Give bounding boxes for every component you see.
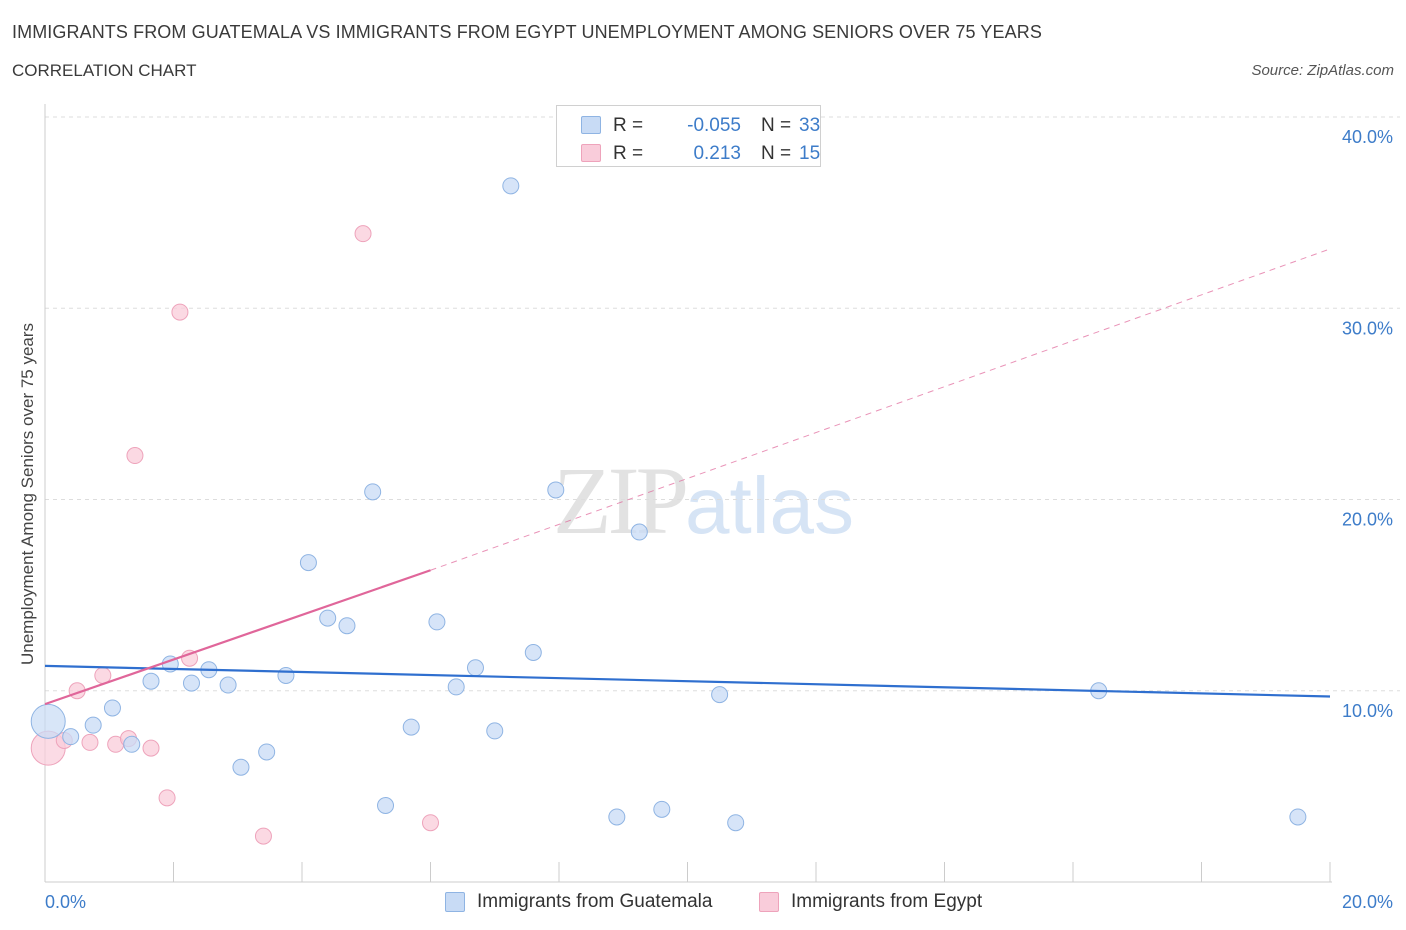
legend-swatch-guatemala (445, 892, 465, 912)
point-guatemala (232, 758, 250, 776)
x-tick-label-min: 0.0% (45, 892, 86, 912)
point-guatemala (277, 666, 295, 684)
point-guatemala (524, 644, 542, 661)
source-label: Source: ZipAtlas.com (1251, 62, 1394, 79)
point-guatemala (547, 481, 565, 499)
point-guatemala (653, 800, 671, 818)
point-guatemala (62, 728, 80, 746)
x-tick-label-max: 20.0% (1342, 892, 1393, 912)
point-guatemala (123, 735, 141, 753)
point-guatemala (502, 177, 520, 195)
point-guatemala (338, 617, 356, 635)
n-value-guatemala: 33 (799, 115, 821, 136)
n-label: N = (761, 143, 792, 164)
point-egypt (126, 447, 144, 465)
point-guatemala (711, 686, 729, 704)
r-label: R = (613, 115, 644, 136)
point-guatemala (466, 659, 484, 677)
watermark-atlas: atlas (685, 461, 854, 550)
correlation-legend: R = -0.055 N = 33 R = 0.213 N = 15 (556, 105, 821, 167)
point-guatemala (1289, 808, 1307, 826)
watermark-zip: ZIP (553, 447, 689, 554)
point-guatemala (364, 483, 382, 501)
point-guatemala (608, 808, 626, 826)
point-guatemala (428, 613, 446, 631)
r-label: R = (613, 143, 644, 164)
legend-label-egypt: Immigrants from Egypt (791, 891, 983, 912)
trendline-egypt (44, 569, 431, 706)
point-guatemala (447, 678, 465, 696)
n-value-egypt: 15 (799, 143, 821, 164)
y-tick-label: 10.0% (1342, 701, 1393, 721)
legend-swatch-egypt (759, 892, 779, 912)
watermark: ZIPatlas (553, 445, 854, 556)
point-guatemala (30, 703, 66, 739)
point-guatemala (219, 676, 237, 694)
legend-swatch-egypt (581, 144, 601, 162)
trendline-egypt-extension (430, 248, 1331, 571)
point-egypt (81, 733, 99, 751)
point-egypt (254, 827, 272, 845)
r-value-guatemala: -0.055 (687, 115, 741, 136)
point-guatemala (258, 743, 276, 761)
point-egypt (158, 789, 176, 807)
chart-title: IMMIGRANTS FROM GUATEMALA VS IMMIGRANTS … (12, 22, 1042, 42)
point-guatemala (630, 523, 648, 541)
point-guatemala (727, 814, 745, 832)
n-label: N = (761, 115, 792, 136)
chart-subtitle: CORRELATION CHART (12, 61, 197, 80)
point-egypt (142, 739, 160, 757)
point-egypt (354, 225, 372, 243)
trendline-guatemala (44, 664, 1331, 698)
y-tick-label: 40.0% (1342, 127, 1393, 147)
point-guatemala (299, 554, 317, 572)
r-value-egypt: 0.213 (693, 143, 741, 164)
point-guatemala (486, 722, 504, 740)
point-guatemala (182, 674, 200, 692)
point-egypt (422, 814, 439, 832)
legend-label-guatemala: Immigrants from Guatemala (477, 891, 713, 912)
point-guatemala (319, 609, 337, 627)
point-guatemala (402, 718, 420, 736)
point-guatemala (377, 797, 395, 814)
point-guatemala (84, 716, 102, 734)
point-guatemala (142, 672, 160, 690)
y-axis-label: Unemployment Among Seniors over 75 years (18, 322, 37, 666)
y-tick-label: 30.0% (1342, 318, 1393, 338)
point-guatemala (103, 699, 121, 717)
y-tick-label: 20.0% (1342, 510, 1393, 530)
legend-swatch-guatemala (581, 116, 601, 134)
point-egypt (171, 303, 189, 321)
